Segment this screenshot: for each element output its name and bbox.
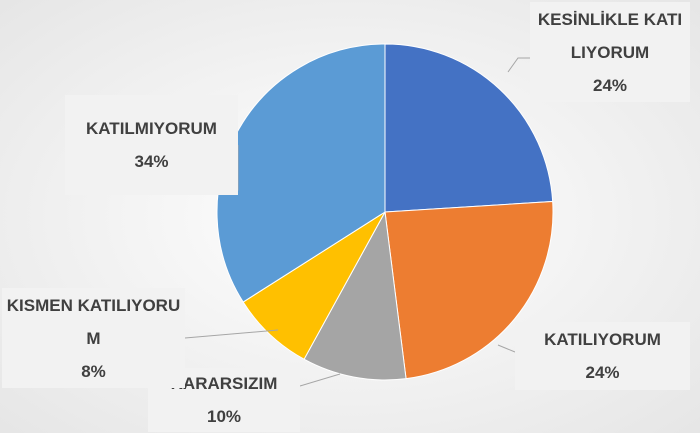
pie — [216, 43, 554, 381]
value-label: 8% — [81, 361, 106, 381]
label-box: KATILMIYORUM 34% — [65, 95, 238, 195]
data-label: KATILIYORUM 24% — [515, 322, 690, 390]
value-label: 34% — [134, 152, 169, 171]
data-label: KISMEN KATILIYORUM 8% — [2, 288, 185, 388]
category-label: KATILIYORUM — [544, 330, 661, 349]
label-box: KESİNLİKLE KATILIYORUM 24% — [530, 2, 690, 102]
category-label: KISMEN KATILIYORUM — [6, 295, 181, 348]
labels: KESİNLİKLE KATILIYORUM24%KATILIYORUM24%K… — [2, 2, 690, 432]
leader-line — [497, 344, 516, 353]
pie-slice — [384, 200, 554, 380]
pie-slice — [303, 210, 407, 381]
value-label: 10% — [206, 407, 242, 426]
data-label: KESİNLİKLE KATILIYORUM 24% — [530, 2, 690, 102]
leader-line — [299, 373, 341, 387]
leader-line — [507, 57, 530, 73]
value-label: 24% — [592, 75, 628, 95]
data-label: KATILMIYORUM 34% — [65, 95, 238, 195]
label-box: KARARSIZIM 10% — [148, 368, 300, 432]
category-label: KATILMIYORUM — [86, 119, 217, 138]
category-label: KESİNLİKLE KATILIYORUM — [537, 9, 683, 62]
category-label: KARARSIZIM — [170, 374, 278, 393]
leader-line — [184, 329, 279, 339]
label-box: KISMEN KATILIYORUM 8% — [2, 288, 185, 388]
data-label: KARARSIZIM 10% — [148, 368, 300, 432]
label-box: KATILIYORUM 24% — [515, 322, 690, 390]
value-label: 24% — [585, 363, 620, 382]
pie-slice — [384, 43, 554, 213]
